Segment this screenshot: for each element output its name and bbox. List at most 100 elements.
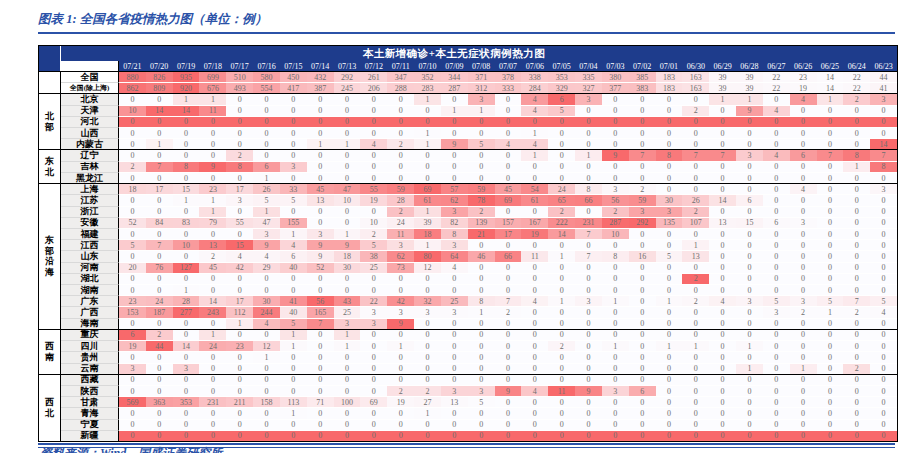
heat-cell: 0 (817, 161, 844, 172)
heat-cell: 510 (226, 71, 253, 82)
heat-cell: 0 (226, 363, 253, 374)
heat-cell: 0 (441, 351, 468, 362)
heat-cell: 0 (763, 329, 790, 340)
heat-cell: 0 (360, 284, 387, 295)
date-header: 07/04 (575, 61, 602, 71)
heat-cell: 3 (736, 295, 763, 306)
heat-cell: 2 (682, 105, 709, 116)
heat-cell: 18 (414, 228, 441, 239)
heat-cell: 0 (709, 172, 736, 183)
heat-cell: 277 (173, 306, 200, 317)
heat-cell: 0 (843, 385, 870, 396)
heat-cell: 0 (173, 206, 200, 217)
heat-cell: 826 (146, 71, 173, 82)
heat-cell: 24 (548, 183, 575, 194)
heat-cell: 2 (682, 206, 709, 217)
heat-cell: 0 (387, 161, 414, 172)
heat-cell: 8 (870, 161, 897, 172)
heat-cell: 0 (629, 306, 656, 317)
heat-cell: 38 (360, 250, 387, 261)
heat-cell: 0 (226, 172, 253, 183)
heat-cell: 1 (790, 363, 817, 374)
heat-cell: 64 (441, 250, 468, 261)
heat-cell: 0 (468, 340, 495, 351)
heat-cell: 0 (414, 430, 441, 441)
heat-cell: 0 (602, 93, 629, 104)
heat-cell: 0 (790, 284, 817, 295)
heat-cell: 0 (709, 183, 736, 194)
heat-cell: 0 (736, 396, 763, 407)
heat-cell: 0 (843, 396, 870, 407)
heat-cell: 0 (656, 105, 683, 116)
heat-cell: 4 (521, 93, 548, 104)
heat-cell: 0 (548, 172, 575, 183)
heat-cell: 0 (334, 105, 361, 116)
date-header: 07/03 (602, 61, 629, 71)
heat-cell: 1 (334, 340, 361, 351)
province-label: 海南 (61, 318, 119, 329)
heat-cell: 24 (146, 295, 173, 306)
heat-cell: 9 (387, 318, 414, 329)
heat-cell: 13 (441, 396, 468, 407)
heat-cell: 3 (334, 318, 361, 329)
heat-cell: 0 (709, 419, 736, 430)
heat-cell: 2 (360, 228, 387, 239)
heat-cell: 0 (173, 351, 200, 362)
heat-cell: 61 (414, 194, 441, 205)
heat-cell: 0 (817, 340, 844, 351)
heat-cell: 84 (146, 217, 173, 228)
heat-cell: 0 (334, 374, 361, 385)
province-label: 全国(除上海) (61, 82, 119, 93)
heat-cell: 0 (548, 430, 575, 441)
heat-cell: 0 (119, 172, 146, 183)
date-header: 07/14 (307, 61, 334, 71)
heat-cell: 0 (548, 351, 575, 362)
heat-cell: 0 (146, 194, 173, 205)
heat-cell: 287 (602, 217, 629, 228)
heat-cell: 16 (629, 250, 656, 261)
heat-cell: 0 (575, 407, 602, 418)
heat-cell: 0 (656, 138, 683, 149)
region-label: 东北 (39, 149, 61, 183)
heat-cell: 0 (763, 385, 790, 396)
heat-cell: 0 (548, 407, 575, 418)
heat-cell: 8 (575, 183, 602, 194)
heat-cell: 0 (602, 161, 629, 172)
heat-cell: 0 (334, 351, 361, 362)
heat-cell: 0 (763, 340, 790, 351)
heat-cell: 0 (280, 419, 307, 430)
heat-cell: 100 (334, 396, 361, 407)
heat-cell: 0 (817, 250, 844, 261)
heat-cell: 2 (682, 273, 709, 284)
heat-cell: 15 (173, 183, 200, 194)
heat-cell: 0 (307, 217, 334, 228)
heat-cell: 0 (441, 127, 468, 138)
heat-cell: 0 (119, 138, 146, 149)
heat-cell: 0 (521, 116, 548, 127)
heat-cell: 0 (548, 273, 575, 284)
region-label: 西北 (39, 374, 61, 441)
heat-cell: 261 (360, 71, 387, 82)
heat-cell: 0 (521, 407, 548, 418)
heat-cell: 0 (656, 172, 683, 183)
heat-cell: 0 (226, 206, 253, 217)
heat-cell: 11 (521, 250, 548, 261)
heat-cell: 1 (414, 407, 441, 418)
heat-cell: 2 (843, 306, 870, 317)
province-label: 辽宁 (61, 149, 119, 160)
heat-cell: 1 (682, 340, 709, 351)
heat-cell: 378 (495, 71, 522, 82)
heat-cell: 0 (468, 116, 495, 127)
heat-cell: 0 (387, 93, 414, 104)
heat-cell: 0 (307, 363, 334, 374)
heat-cell: 0 (763, 318, 790, 329)
date-header: 06/24 (843, 61, 870, 71)
heat-cell: 0 (629, 161, 656, 172)
heat-cell: 0 (548, 419, 575, 430)
heat-cell: 0 (843, 206, 870, 217)
heat-cell: 0 (253, 407, 280, 418)
heat-cell: 0 (709, 340, 736, 351)
heat-cell: 0 (360, 351, 387, 362)
date-header: 06/30 (682, 61, 709, 71)
heat-cell: 0 (763, 363, 790, 374)
